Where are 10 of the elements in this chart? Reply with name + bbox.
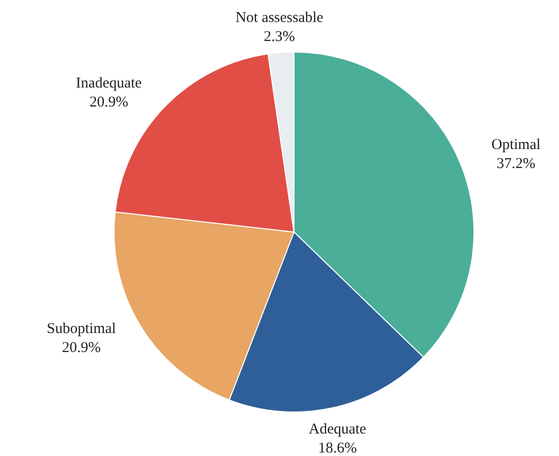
data-label: 20.9% — [62, 340, 101, 356]
slice-label: Suboptimal — [46, 320, 116, 337]
slice-label: Optimal — [491, 137, 541, 154]
slice-label: Inadequate — [76, 76, 142, 92]
data-label: 2.3% — [264, 29, 296, 45]
data-label: 37.2% — [496, 156, 536, 172]
slice-label: Not assessable — [235, 10, 324, 26]
data-label: 18.6% — [318, 440, 357, 456]
slice-label: Adequate — [308, 421, 367, 438]
data-label: 20.9% — [89, 94, 128, 111]
